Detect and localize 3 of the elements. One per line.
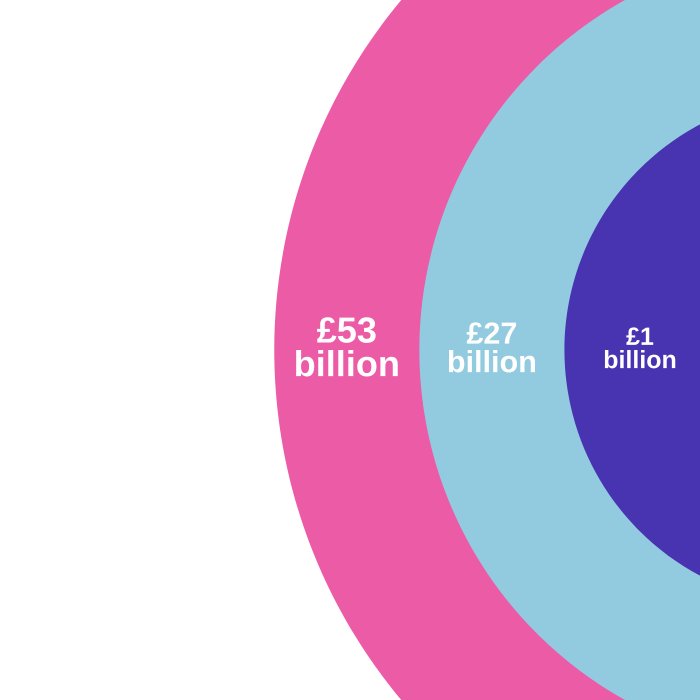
- data-label: £53 billion: [296, 317, 398, 377]
- data-label: £1 billion: [604, 327, 676, 368]
- data-label: £27 billion: [448, 322, 535, 372]
